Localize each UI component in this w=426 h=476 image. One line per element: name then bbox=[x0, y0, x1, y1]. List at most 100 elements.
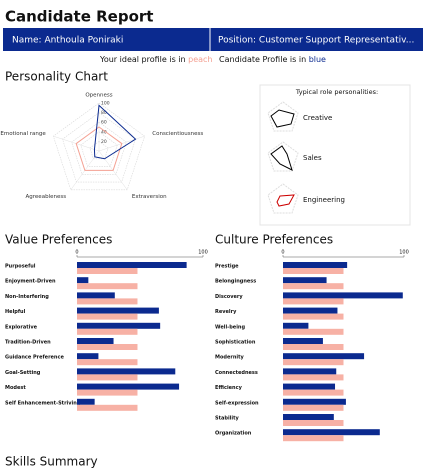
bar bbox=[283, 338, 323, 344]
bar bbox=[283, 313, 344, 320]
bar bbox=[77, 292, 115, 299]
profile-shape bbox=[93, 104, 137, 160]
category-label: Self-expression bbox=[215, 400, 259, 406]
r-tick-label: 60 bbox=[101, 120, 107, 126]
bar bbox=[77, 277, 89, 284]
bar bbox=[283, 268, 344, 274]
bar bbox=[283, 383, 336, 390]
category-label: Efficiency bbox=[215, 385, 243, 391]
r-tick-label: 100 bbox=[101, 101, 110, 107]
x-tick-label: 100 bbox=[198, 250, 208, 256]
bar bbox=[283, 420, 344, 426]
bar bbox=[77, 307, 159, 314]
grid-ring bbox=[89, 141, 109, 160]
bar bbox=[77, 283, 138, 290]
legend-text: Candidate Profile is in bbox=[219, 55, 306, 64]
category-label: Guidance Preference bbox=[5, 355, 64, 361]
category-label: Belongingness bbox=[215, 279, 256, 285]
legend-text: Your ideal profile is in bbox=[99, 55, 186, 64]
category-label: Purposeful bbox=[5, 264, 36, 270]
bar bbox=[77, 404, 138, 411]
role-icon bbox=[267, 101, 299, 132]
x-tick-label: 0 bbox=[75, 250, 78, 256]
bar bbox=[283, 292, 403, 299]
bar bbox=[77, 359, 138, 366]
report-title: Candidate Report bbox=[5, 8, 153, 26]
category-label: Helpful bbox=[5, 309, 26, 315]
bar bbox=[77, 262, 187, 268]
bar bbox=[283, 353, 365, 360]
bar bbox=[283, 328, 344, 335]
section-title: Personality Chart bbox=[5, 70, 108, 84]
header-bar bbox=[3, 28, 423, 51]
x-tick-label: 0 bbox=[281, 250, 284, 256]
bar bbox=[283, 322, 309, 329]
bar bbox=[283, 414, 334, 420]
grid-ring bbox=[52, 102, 146, 191]
bar bbox=[283, 283, 344, 290]
category-label: Connectedness bbox=[215, 370, 258, 376]
grid-ring bbox=[80, 131, 118, 167]
bar bbox=[283, 307, 338, 314]
bar bbox=[283, 262, 348, 268]
bar bbox=[77, 344, 138, 350]
category-label: Modest bbox=[5, 385, 26, 391]
bar bbox=[77, 268, 138, 274]
bar bbox=[283, 429, 380, 436]
bar bbox=[77, 353, 99, 360]
bar bbox=[77, 298, 138, 305]
bar bbox=[283, 359, 344, 366]
category-label: Tradition-Driven bbox=[5, 340, 51, 346]
category-label: Explorative bbox=[5, 324, 38, 330]
category-label: Goal-Setting bbox=[5, 370, 41, 376]
grid-ring bbox=[71, 121, 127, 175]
axis-label: Extraversion bbox=[132, 194, 167, 200]
category-label: Revelry bbox=[215, 309, 237, 315]
bar bbox=[283, 374, 344, 381]
bar bbox=[283, 368, 337, 375]
section-title: Skills Summary bbox=[5, 455, 98, 469]
section-title: Culture Preferences bbox=[215, 233, 333, 247]
candidate-name: Name: Anthoula Poniraki bbox=[12, 36, 123, 46]
role-icon bbox=[267, 183, 299, 214]
category-label: Organization bbox=[215, 431, 252, 437]
roles-box bbox=[259, 84, 411, 226]
category-label: Discovery bbox=[215, 294, 243, 300]
category-label: Prestige bbox=[215, 264, 239, 270]
role-label: Creative bbox=[303, 114, 332, 122]
axis-label: Emotional range bbox=[0, 131, 46, 137]
x-tick-label: 100 bbox=[399, 250, 409, 256]
r-tick-label: 80 bbox=[101, 110, 107, 116]
axis-label: Agreeableness bbox=[26, 194, 67, 200]
category-label: Stability bbox=[215, 416, 239, 422]
bar bbox=[283, 298, 344, 305]
legend-blue: blue bbox=[309, 55, 326, 64]
bar bbox=[283, 344, 344, 350]
roles-title: Typical role personalities: bbox=[295, 88, 378, 96]
category-label: Well-being bbox=[215, 324, 245, 330]
role-icon bbox=[267, 141, 299, 172]
bar bbox=[77, 338, 114, 344]
r-tick-label: 20 bbox=[101, 139, 107, 145]
bar bbox=[77, 374, 138, 381]
bar bbox=[77, 383, 180, 390]
bar bbox=[77, 322, 161, 329]
section-title: Value Preferences bbox=[5, 233, 112, 247]
bar bbox=[77, 328, 138, 335]
bar bbox=[283, 389, 344, 396]
candidate-position: Position: Customer Support Representativ… bbox=[218, 36, 414, 46]
category-label: Sophistication bbox=[215, 340, 256, 346]
bar bbox=[77, 398, 95, 405]
profile-legend: Your ideal profile is in peach Candidate… bbox=[99, 55, 326, 64]
role-label: Engineering bbox=[303, 196, 345, 204]
r-tick-label: 40 bbox=[101, 129, 107, 135]
bar bbox=[283, 404, 344, 411]
profile-shape bbox=[75, 126, 123, 171]
category-label: Self Enhancement-Striving bbox=[5, 400, 81, 406]
legend-peach: peach bbox=[188, 55, 212, 64]
bar bbox=[77, 313, 138, 320]
category-label: Non-Interfering bbox=[5, 294, 49, 300]
axis-label: Conscientiousness bbox=[152, 131, 203, 137]
category-label: Modernity bbox=[215, 355, 245, 361]
